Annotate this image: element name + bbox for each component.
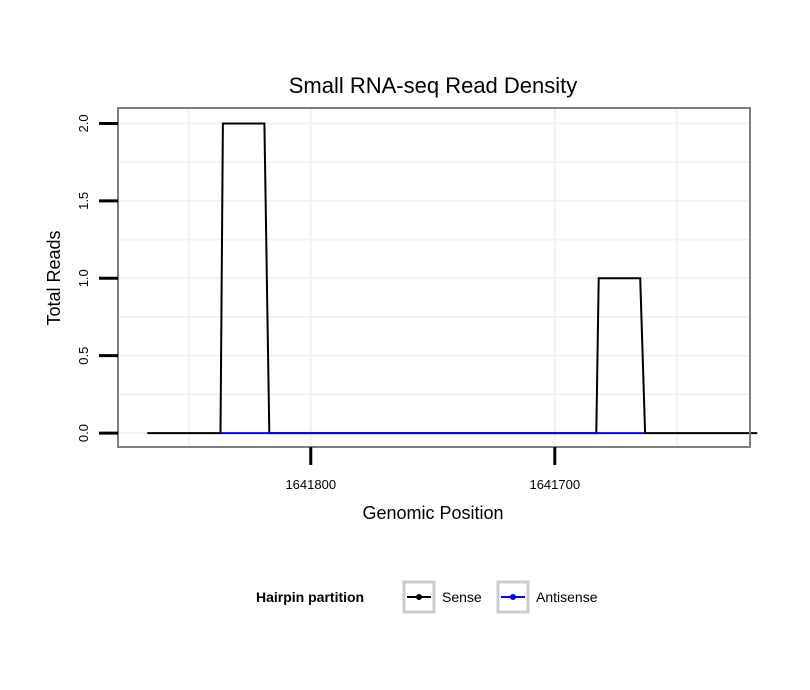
x-axis: 1641800 1641700	[285, 447, 580, 492]
x-tick-label: 1641800	[285, 477, 336, 492]
x-tick-label: 1641700	[529, 477, 580, 492]
y-axis-title: Total Reads	[44, 230, 64, 325]
y-axis: 0.0 0.5 1.0 1.5 2.0	[76, 114, 118, 442]
x-axis-title: Genomic Position	[362, 503, 503, 523]
legend-dot-antisense	[510, 594, 516, 600]
legend-title: Hairpin partition	[256, 589, 364, 605]
series-layer	[147, 122, 758, 435]
y-tick-label: 0.0	[76, 424, 91, 442]
legend-label-sense: Sense	[442, 589, 482, 605]
y-tick-label: 0.5	[76, 347, 91, 365]
chart-title: Small RNA-seq Read Density	[289, 73, 578, 98]
y-tick-label: 2.0	[76, 114, 91, 132]
y-tick-label: 1.0	[76, 269, 91, 287]
y-tick-label: 1.5	[76, 192, 91, 210]
legend-label-antisense: Antisense	[536, 589, 598, 605]
legend-dot-sense	[416, 594, 422, 600]
legend: Hairpin partition Sense Antisense	[256, 580, 598, 614]
